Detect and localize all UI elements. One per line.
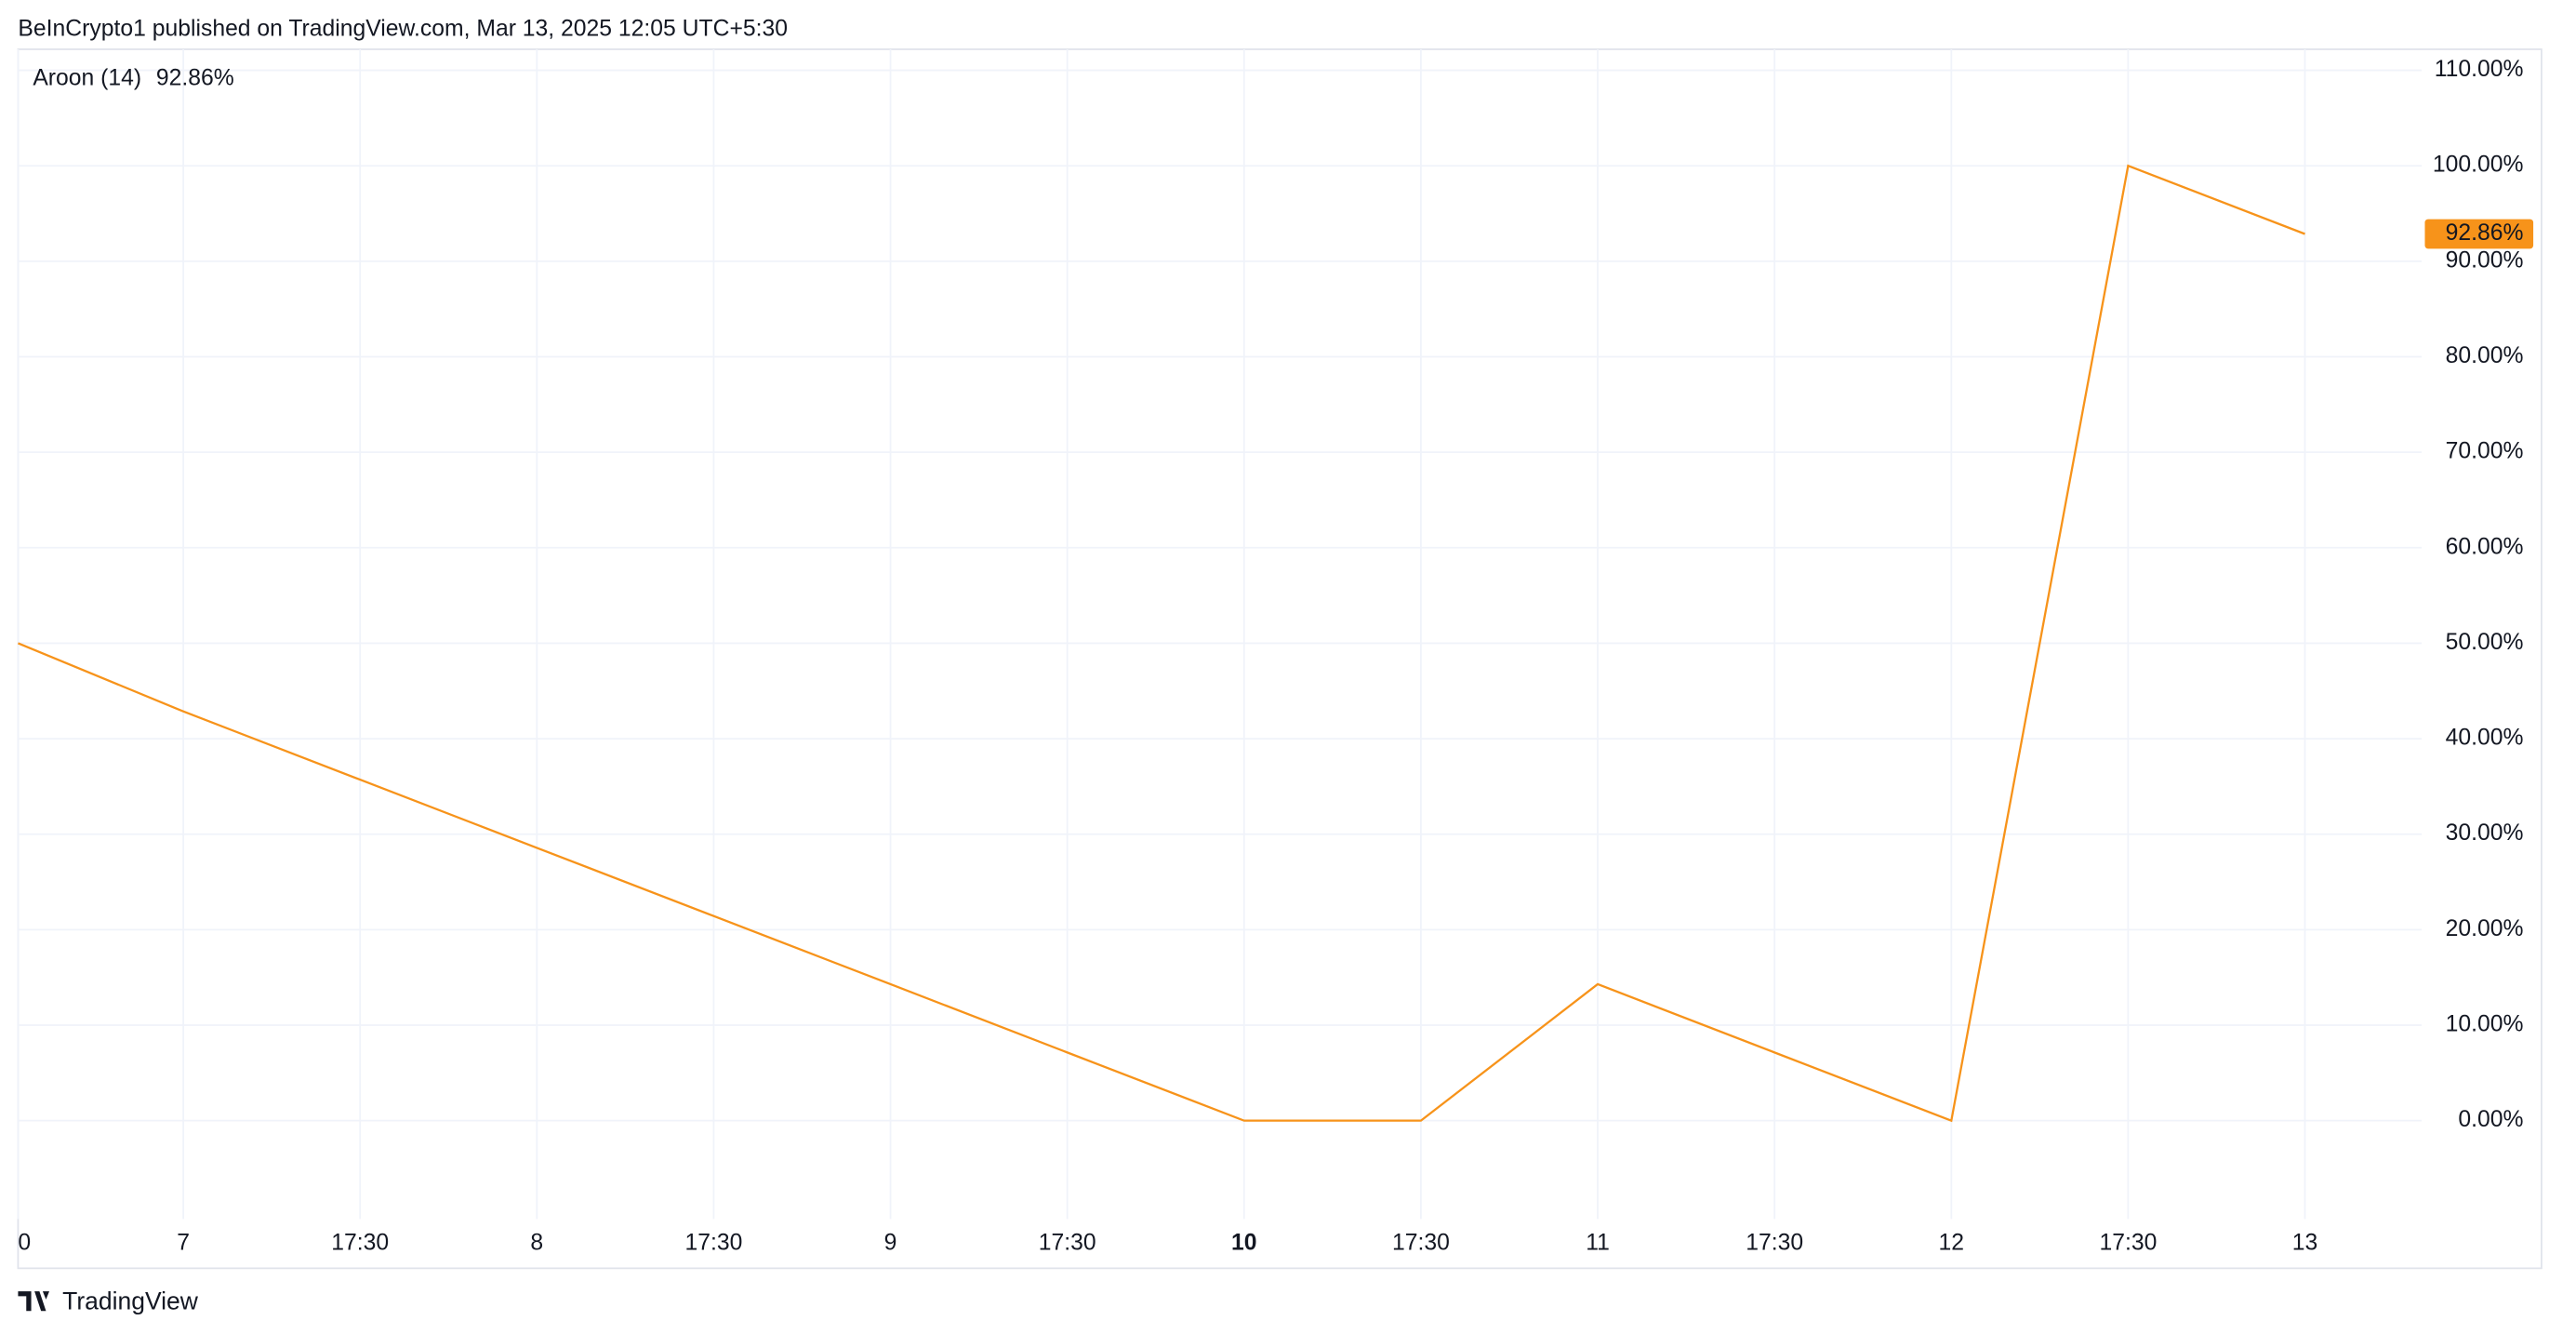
y-tick-label: 0.00% [2458,1107,2523,1132]
last-value-badge [2424,219,2534,249]
y-tick-label: 90.00% [2446,247,2524,273]
legend-value: 92.86% [156,65,234,90]
x-tick-label: 12 [1939,1230,1965,1255]
x-tick-label: 9 [884,1230,897,1255]
x-tick-label: 0 [18,1230,31,1255]
y-tick-label: 70.00% [2446,439,2524,464]
chart-border [17,48,2543,1270]
x-tick-label: 8 [530,1230,543,1255]
legend-name: Aroon (14) [33,65,141,90]
x-tick-label: 17:30 [331,1230,389,1255]
grid [17,48,2422,1220]
x-tick-label: 11 [1586,1230,1610,1255]
tv-logo [18,1291,49,1312]
publish-header: BeInCrypto1 published on TradingView.com… [18,16,788,41]
x-tick-label: 17:30 [685,1230,743,1255]
last-value-label: 92.86% [2446,220,2524,246]
x-tick-label: 13 [2292,1230,2318,1255]
x-tick-label: 10 [1231,1230,1257,1255]
series-line [17,164,2305,1123]
y-tick-label: 110.00% [2435,57,2524,82]
y-tick-label: 30.00% [2446,820,2524,846]
y-tick-label: 20.00% [2446,916,2524,941]
x-tick-label: 7 [177,1230,190,1255]
y-tick-label: 100.00% [2433,153,2524,178]
x-tick-label: 17:30 [1392,1230,1450,1255]
logo-mark [18,1291,49,1312]
y-tick-label: 60.00% [2446,534,2524,559]
x-tick-label: 17:30 [1746,1230,1803,1255]
y-tick-label: 10.00% [2446,1012,2524,1037]
y-tick-label: 80.00% [2446,343,2524,368]
x-tick-label: 17:30 [1039,1230,1096,1255]
y-tick-label: 40.00% [2446,726,2524,751]
x-tick-label: 17:30 [2099,1230,2157,1255]
brand-name: TradingView [62,1287,199,1314]
y-tick-label: 50.00% [2446,630,2524,655]
